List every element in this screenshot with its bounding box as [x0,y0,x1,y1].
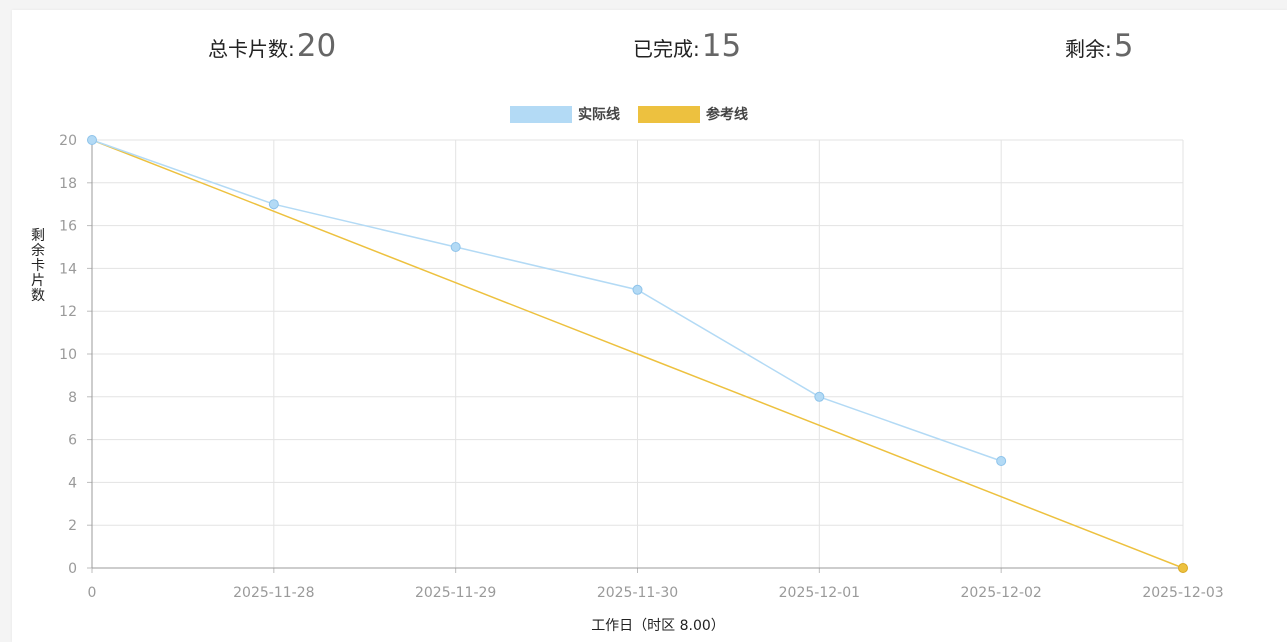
series-line-1 [91,139,1184,569]
reference-data-point [1178,563,1188,573]
completed-label: 已完成: [633,37,700,61]
remaining-stat: 剩余: 5 [1065,28,1133,68]
legend-swatch-1 [638,106,700,123]
x-tick-label: 2025-11-28 [233,585,314,601]
actual-data-point [632,284,643,295]
y-tick-label: 2 [68,518,77,534]
x-tick-label: 2025-12-01 [779,585,860,601]
actual-data-point [814,391,825,402]
y-tick-label: 8 [68,390,77,406]
remaining-value: 5 [1113,28,1134,64]
y-tick-label: 4 [68,475,77,491]
y-tick-label: 16 [59,219,77,235]
legend-label-0: 实际线 [578,106,620,123]
y-axis-label: 剩余卡片数 [31,228,45,304]
legend-label-1: 参考线 [706,106,748,123]
x-tick-label: 2025-12-03 [1142,585,1223,601]
remaining-label: 剩余: [1065,37,1112,61]
y-tick-label: 6 [68,433,77,449]
actual-data-point [450,242,461,252]
series-line-0 [91,139,1002,462]
y-tick-label: 0 [68,561,77,577]
x-tick-label: 0 [88,585,97,601]
completed-value: 15 [701,28,742,64]
total-cards-value: 20 [296,28,337,64]
x-tick-label: 2025-11-29 [415,585,496,601]
actual-data-point [996,456,1007,466]
actual-data-point [87,135,97,145]
x-axis-label: 工作日（时区 8.00） [591,618,725,634]
y-tick-label: 20 [59,133,77,149]
y-tick-label: 14 [59,261,77,277]
y-tick-label: 18 [59,176,77,192]
x-tick-label: 2025-11-30 [597,585,678,601]
total-cards-label: 总卡片数: [208,37,295,61]
actual-data-point [268,199,279,210]
y-tick-label: 10 [59,347,77,363]
y-tick-label: 12 [59,304,77,320]
legend-swatch-0 [510,106,572,123]
x-tick-label: 2025-12-02 [960,585,1041,601]
completed-stat: 已完成: 15 [633,28,741,68]
total-cards-stat: 总卡片数: 20 [208,28,336,68]
